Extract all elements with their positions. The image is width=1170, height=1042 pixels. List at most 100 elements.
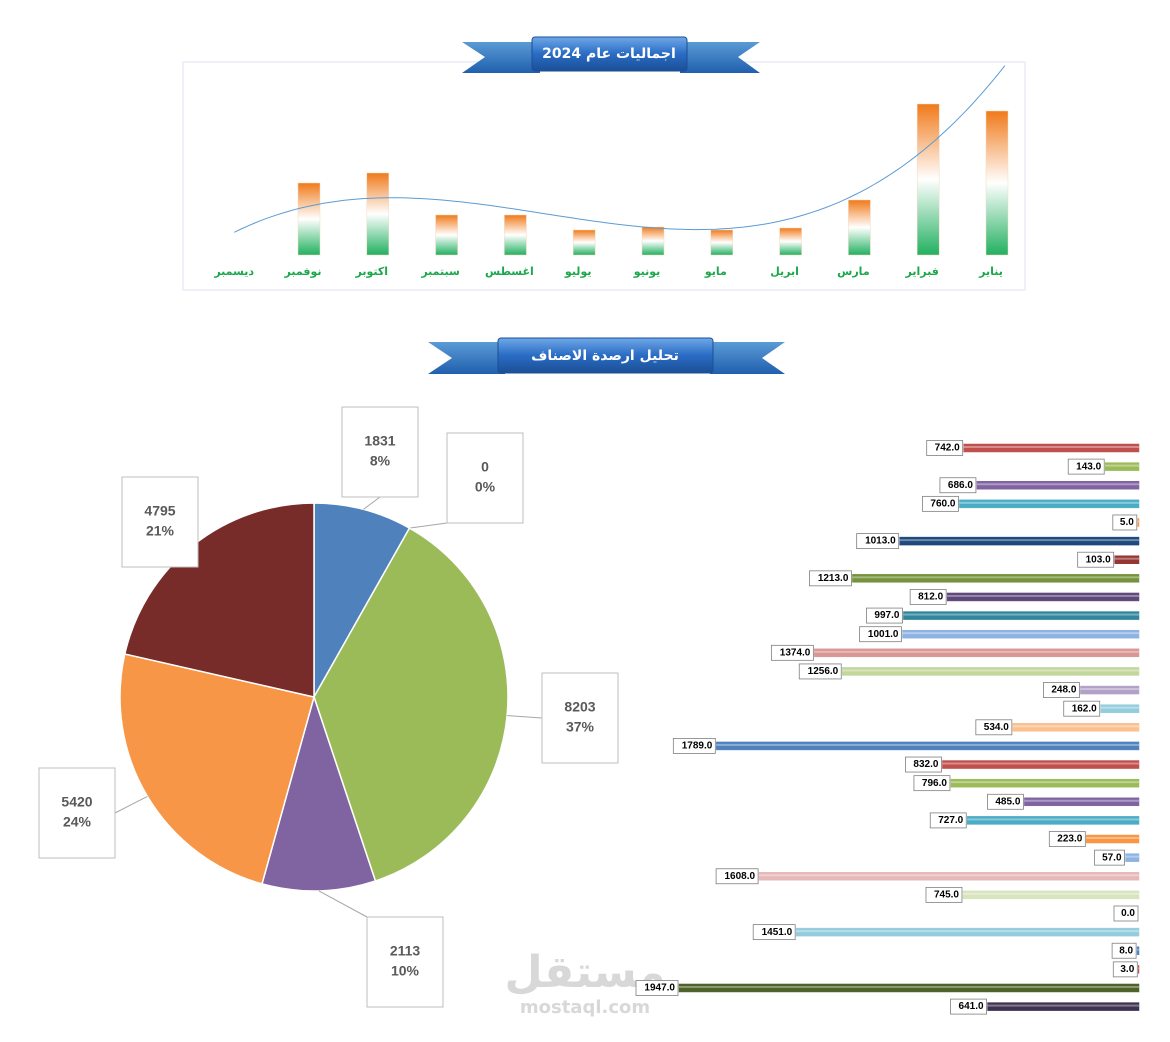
label-box xyxy=(909,589,947,605)
label-box xyxy=(798,663,842,680)
value-label: 742.0 xyxy=(935,443,960,454)
chart-frame xyxy=(182,61,1026,291)
value-label: 1831 xyxy=(364,433,395,449)
banner: اجماليات عام 2024 xyxy=(462,36,760,73)
label-box xyxy=(975,719,1013,736)
label-box xyxy=(1112,961,1138,978)
bar-shine xyxy=(1137,948,1139,951)
bar-shine xyxy=(950,781,1139,784)
bar-shine xyxy=(796,930,1139,933)
bar xyxy=(758,872,1140,881)
section-title: تحليل ارصدة الاصناف xyxy=(531,348,679,364)
bar xyxy=(814,648,1140,658)
bar xyxy=(572,229,596,256)
value-label: 8203 xyxy=(564,699,595,715)
value-label: 1947.0 xyxy=(644,983,675,994)
label-box xyxy=(987,793,1024,810)
percent-label: 37% xyxy=(566,719,595,735)
value-label: 143.0 xyxy=(1076,461,1101,472)
bar xyxy=(1024,797,1140,807)
bar xyxy=(795,927,1140,937)
bar xyxy=(678,983,1140,993)
bar-shine xyxy=(903,613,1139,616)
pie-slice xyxy=(313,502,411,700)
bar-shine xyxy=(987,1004,1139,1007)
value-label: 997.0 xyxy=(874,610,899,621)
bar xyxy=(902,629,1140,639)
bar-shine xyxy=(1024,799,1139,802)
x-tick-label: اكتوبر xyxy=(355,265,389,278)
label-box xyxy=(905,756,942,773)
bar xyxy=(899,536,1140,546)
value-label: 796.0 xyxy=(922,778,947,789)
chart-title: اجماليات عام 2024 xyxy=(542,46,676,62)
x-tick-label: فبراير xyxy=(905,265,939,278)
bar-shine xyxy=(1100,706,1139,709)
value-label: 3.0 xyxy=(1120,964,1134,975)
leader-line xyxy=(318,890,368,918)
label-box xyxy=(1094,849,1125,866)
bar xyxy=(976,480,1140,490)
value-label: 745.0 xyxy=(934,890,959,901)
bar xyxy=(848,199,871,256)
x-tick-label: يوليو xyxy=(564,265,592,278)
bar xyxy=(959,499,1140,509)
label-box xyxy=(121,476,199,568)
bar xyxy=(987,1002,1140,1011)
value-label: 0.0 xyxy=(1121,908,1135,919)
bar-shine xyxy=(1138,967,1139,970)
value-label: 1213.0 xyxy=(818,573,849,584)
label-box xyxy=(1077,551,1115,568)
bar xyxy=(966,816,1140,825)
bar xyxy=(779,227,802,256)
value-label: 2113 xyxy=(390,943,421,959)
leader-line xyxy=(507,715,543,719)
bar-shine xyxy=(842,669,1139,672)
value-label: 1013.0 xyxy=(865,536,896,547)
label-box xyxy=(929,812,967,829)
bar xyxy=(950,778,1140,788)
x-tick-label: مارس xyxy=(837,265,869,278)
label-box xyxy=(913,775,951,792)
bar xyxy=(1100,704,1140,713)
label-box xyxy=(672,738,716,754)
pie-slice xyxy=(313,527,509,882)
value-label: 1001.0 xyxy=(868,629,899,640)
watermark-site: mostaql.com xyxy=(520,997,650,1018)
bar-shine xyxy=(716,743,1139,746)
percent-label: 0% xyxy=(475,479,496,495)
bar-shine xyxy=(759,874,1139,877)
value-label: 223.0 xyxy=(1057,834,1082,845)
label-box xyxy=(922,495,959,512)
x-tick-label: يناير xyxy=(978,265,1003,278)
value-label: 641.0 xyxy=(959,1001,984,1012)
value-label: 1374.0 xyxy=(780,647,811,658)
bar xyxy=(710,229,734,256)
bar-shine xyxy=(942,762,1139,765)
value-label: 686.0 xyxy=(948,480,973,491)
bar-shine xyxy=(814,650,1139,653)
label-box xyxy=(1067,458,1105,475)
value-label: 1608.0 xyxy=(724,871,755,882)
leader-line xyxy=(409,522,448,529)
bar-shine xyxy=(1012,725,1139,728)
bar-shine xyxy=(976,483,1139,486)
label-box xyxy=(541,672,619,764)
label-box xyxy=(446,432,524,524)
value-label: 103.0 xyxy=(1086,554,1111,565)
x-tick-label: يونيو xyxy=(633,265,661,278)
bar-shine xyxy=(852,576,1139,579)
label-box xyxy=(856,533,900,549)
bar-shine xyxy=(963,446,1139,448)
value-label: 534.0 xyxy=(984,722,1009,733)
bar xyxy=(641,226,665,256)
value-label: 485.0 xyxy=(995,796,1020,807)
bar-shine xyxy=(1105,464,1139,467)
x-tick-label: سبتمبر xyxy=(420,265,460,278)
value-label: 832.0 xyxy=(913,759,938,770)
label-box xyxy=(715,868,759,885)
banner: تحليل ارصدة الاصناف xyxy=(428,337,785,374)
x-tick-label: ابريل xyxy=(770,265,799,278)
bar-shine xyxy=(947,594,1139,597)
label-box xyxy=(859,626,902,643)
